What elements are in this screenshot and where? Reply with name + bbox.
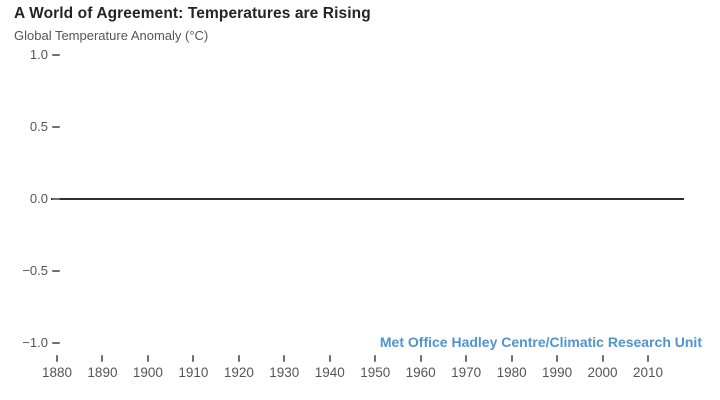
x-tick-mark (56, 355, 58, 362)
x-tick-mark (510, 355, 513, 362)
x-tick-mark (601, 355, 604, 362)
y-tick-label: 1.0 (29, 47, 48, 62)
y-tick-mark (52, 270, 60, 272)
x-tick-mark (192, 355, 195, 362)
x-tick-label: 1980 (496, 365, 527, 380)
x-tick-mark (374, 355, 377, 362)
y-tick-label: 0.5 (29, 119, 48, 134)
x-tick-label: 1940 (314, 365, 345, 380)
x-tick-mark (556, 355, 559, 362)
y-tick-label: 0.0 (29, 191, 48, 206)
x-tick-label: 1960 (405, 365, 436, 380)
x-tick-mark (328, 355, 331, 362)
x-tick-label: 2010 (632, 365, 664, 380)
x-tick-mark (283, 355, 286, 362)
x-tick-label: 1920 (223, 365, 254, 380)
y-tick-label: −1.0 (22, 335, 48, 350)
x-tick-label: 1970 (451, 365, 482, 380)
x-tick-label: 1910 (178, 365, 209, 380)
x-tick-mark (101, 355, 104, 362)
zero-baseline (51, 198, 684, 200)
x-tick-label: 2000 (587, 365, 618, 380)
y-tick-mark (52, 342, 60, 344)
x-tick-label: 1990 (542, 365, 573, 380)
x-tick-mark (419, 355, 422, 362)
x-tick-label: 1900 (132, 365, 163, 380)
x-tick-mark (146, 355, 149, 362)
x-tick-mark (237, 355, 240, 362)
x-tick-label: 1930 (269, 365, 300, 380)
x-tick-label: 1890 (87, 365, 118, 380)
x-tick-mark (465, 355, 468, 362)
x-tick-label: 1880 (41, 365, 73, 380)
source-attribution: Met Office Hadley Centre/Climatic Resear… (379, 334, 702, 350)
y-tick-label: −0.5 (22, 263, 48, 278)
chart-y-axis-title: Global Temperature Anomaly (°C) (14, 28, 209, 43)
x-tick-label: 1950 (360, 365, 391, 380)
y-tick-mark (52, 198, 60, 200)
y-tick-mark (52, 126, 60, 128)
y-tick-mark (52, 54, 60, 56)
x-tick-mark (647, 355, 649, 362)
chart-title: A World of Agreement: Temperatures are R… (14, 5, 371, 22)
